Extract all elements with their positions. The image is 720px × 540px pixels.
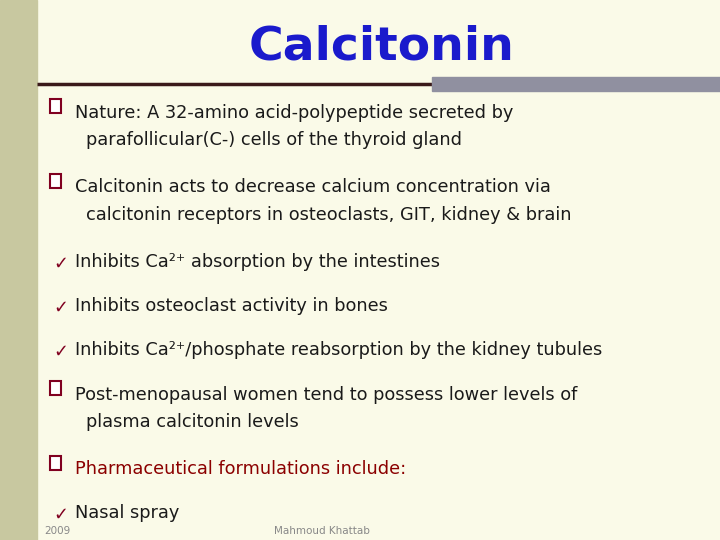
Bar (50, 174, 61, 188)
Text: Calcitonin: Calcitonin (248, 24, 515, 69)
Text: Calcitonin acts to decrease calcium concentration via: Calcitonin acts to decrease calcium conc… (75, 178, 551, 196)
Text: ✓: ✓ (53, 299, 68, 316)
Text: plasma calcitonin levels: plasma calcitonin levels (86, 413, 298, 431)
Text: ✓: ✓ (53, 506, 68, 524)
Text: Nasal spray: Nasal spray (75, 504, 179, 522)
Text: Inhibits Ca²⁺/phosphate reabsorption by the kidney tubules: Inhibits Ca²⁺/phosphate reabsorption by … (75, 341, 602, 359)
Text: parafollicular(C-) cells of the thyroid gland: parafollicular(C-) cells of the thyroid … (86, 131, 462, 149)
Bar (0, 0, 37, 540)
Text: Pharmaceutical formulations include:: Pharmaceutical formulations include: (75, 460, 406, 478)
Text: 2009: 2009 (45, 525, 71, 536)
Text: calcitonin receptors in osteoclasts, GIT, kidney & brain: calcitonin receptors in osteoclasts, GIT… (86, 206, 571, 224)
Bar (50, 456, 61, 470)
Text: Nature: A 32-amino acid-polypeptide secreted by: Nature: A 32-amino acid-polypeptide secr… (75, 104, 513, 122)
Text: Inhibits osteoclast activity in bones: Inhibits osteoclast activity in bones (75, 297, 388, 315)
Bar (50, 99, 61, 113)
Text: ✓: ✓ (53, 254, 68, 272)
Text: ✓: ✓ (53, 343, 68, 361)
Text: Inhibits Ca²⁺ absorption by the intestines: Inhibits Ca²⁺ absorption by the intestin… (75, 253, 440, 271)
Text: Mahmoud Khattab: Mahmoud Khattab (274, 525, 369, 536)
Text: Post-menopausal women tend to possess lower levels of: Post-menopausal women tend to possess lo… (75, 386, 577, 403)
Bar (432, 77, 720, 91)
Bar (50, 381, 61, 395)
